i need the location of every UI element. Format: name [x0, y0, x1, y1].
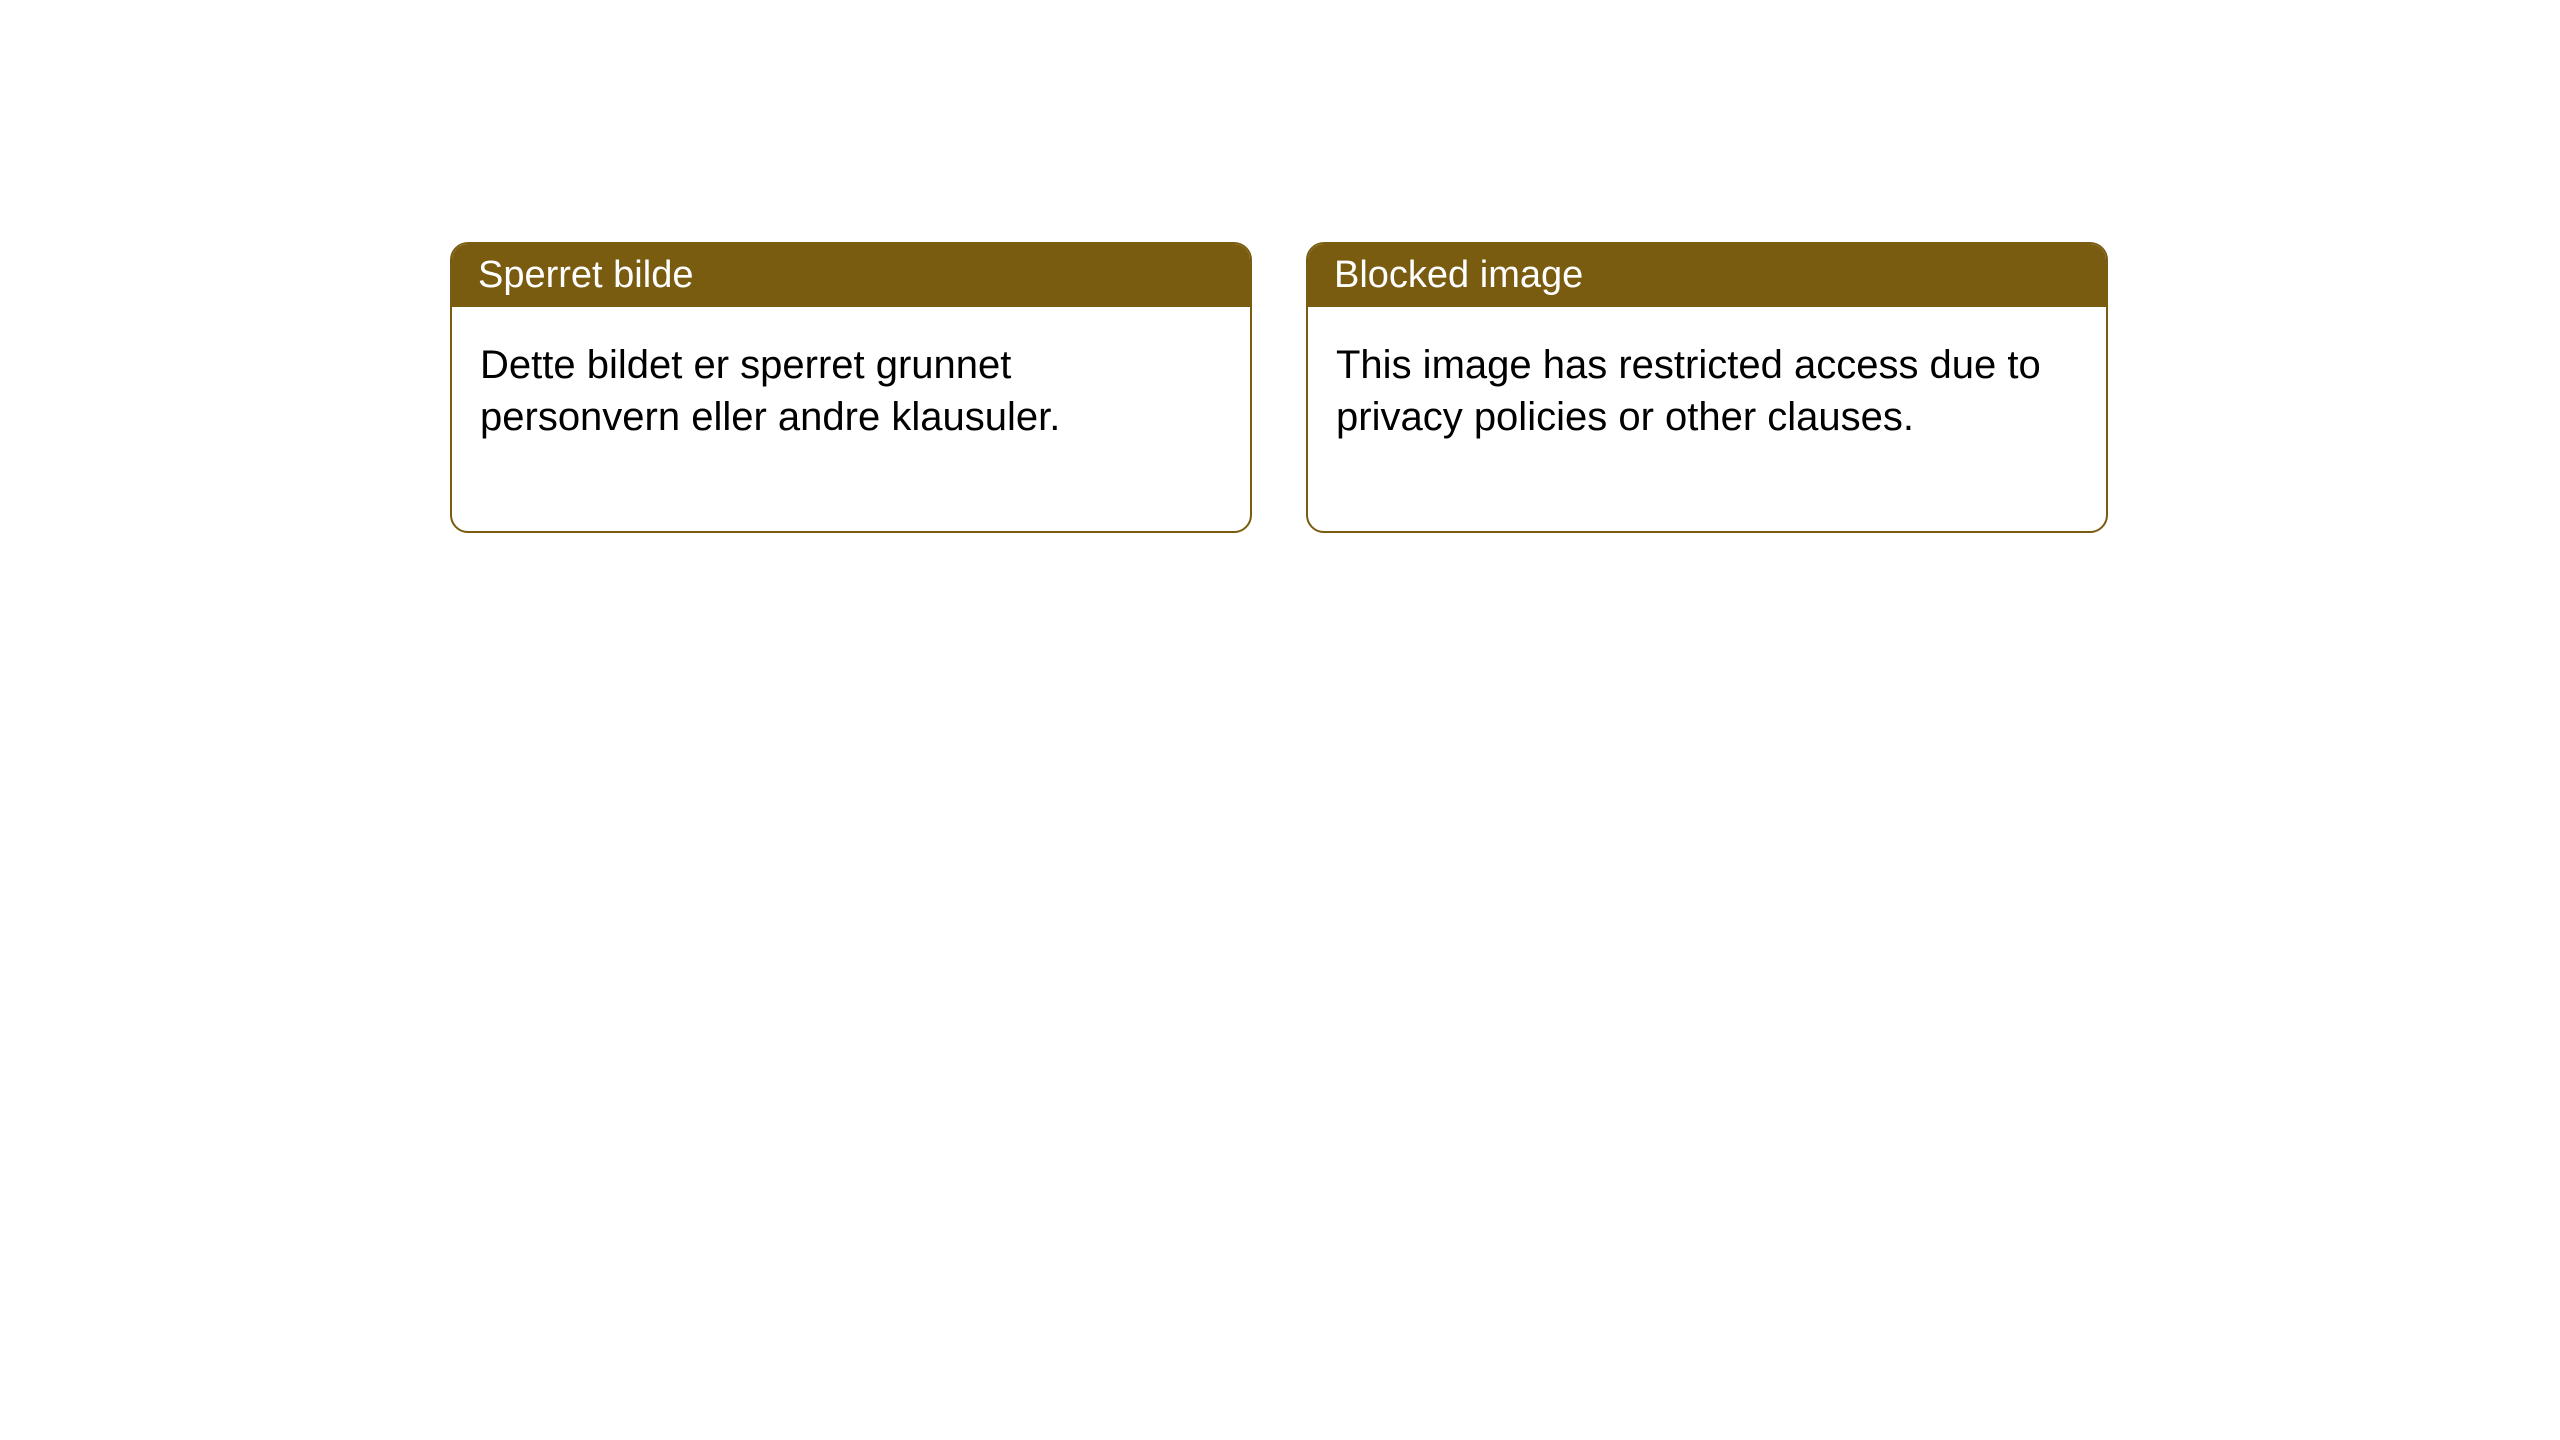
- notice-header-english: Blocked image: [1308, 244, 2106, 307]
- notice-body-norwegian: Dette bildet er sperret grunnet personve…: [452, 307, 1250, 531]
- notice-header-norwegian: Sperret bilde: [452, 244, 1250, 307]
- notice-card-english: Blocked image This image has restricted …: [1306, 242, 2108, 533]
- notice-body-english: This image has restricted access due to …: [1308, 307, 2106, 531]
- notice-container: Sperret bilde Dette bildet er sperret gr…: [0, 0, 2560, 533]
- notice-card-norwegian: Sperret bilde Dette bildet er sperret gr…: [450, 242, 1252, 533]
